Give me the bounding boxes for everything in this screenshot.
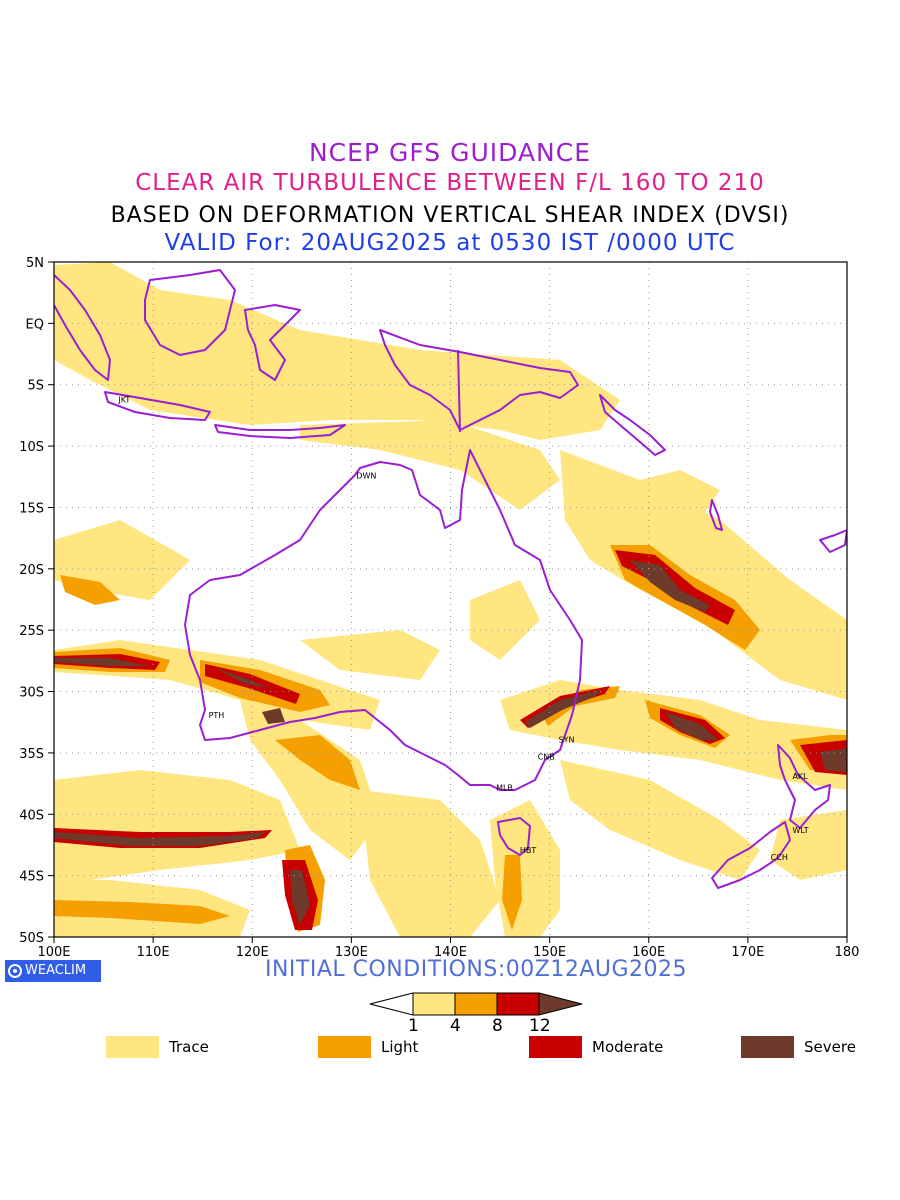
lat-label: EQ (26, 317, 44, 332)
colorbar-tick-12: 12 (529, 1016, 551, 1036)
lat-label: 50S (19, 931, 44, 946)
legend-light: Light (318, 1036, 418, 1058)
lat-label: 5N (26, 256, 44, 271)
lesser-sunda-coast (214, 424, 346, 439)
initial-conditions: INITIAL CONDITIONS:00Z12AUG2025 (264, 957, 688, 982)
city-label-pth: PTH (209, 711, 225, 720)
legend-severe: Severe (741, 1036, 856, 1058)
city-labels: JKT DWN PTH SYN CNB MLB HBT AKL WLT CCH (117, 395, 808, 862)
colorbar-tick-8: 8 (492, 1016, 503, 1036)
colorbar-trace-box (412, 992, 456, 1016)
lon-label: 150E (533, 945, 566, 960)
city-label-akl: AKL (792, 772, 808, 781)
copyright-icon (8, 964, 22, 978)
lon-label: 170E (731, 945, 764, 960)
lon-label: 140E (434, 945, 467, 960)
severe-areas (54, 560, 847, 925)
legend-trace: Trace (106, 1036, 209, 1058)
legend-severe-swatch (741, 1036, 794, 1058)
weaclim-logo: WEACLIM (5, 960, 101, 982)
city-label-syn: SYN (559, 735, 575, 744)
logo-text: WEACLIM (25, 963, 87, 978)
lon-label: 160E (632, 945, 665, 960)
new-zealand-north (777, 744, 831, 829)
vanuatu-coast (709, 499, 723, 531)
colorbar-light-box (454, 992, 498, 1016)
lat-label: 40S (19, 808, 44, 823)
legend-trace-swatch (106, 1036, 159, 1058)
lon-label: 110E (137, 945, 170, 960)
sulawesi-coast (244, 304, 301, 381)
tasmania-coast (497, 817, 531, 856)
lon-label: 100E (37, 945, 70, 960)
new-zealand-south (711, 821, 791, 889)
lat-label: 10S (19, 440, 44, 455)
legend-severe-label: Severe (804, 1038, 856, 1056)
lat-label: 35S (19, 747, 44, 762)
colorbar-tick-4: 4 (450, 1016, 461, 1036)
lat-label: 25S (19, 624, 44, 639)
colorbar-high-arrow (538, 992, 583, 1016)
lat-label: 20S (19, 563, 44, 578)
australia-coast (184, 449, 583, 791)
lon-label: 180 (835, 945, 860, 960)
lon-label: 120E (236, 945, 269, 960)
lat-label: 5S (27, 379, 44, 394)
fiji-coast (819, 529, 847, 553)
lat-label: 15S (19, 501, 44, 516)
legend-light-swatch (318, 1036, 371, 1058)
title-line-4: VALID For: 20AUG2025 at 0530 IST /0000 U… (164, 230, 736, 256)
city-label-wlt: WLT (792, 826, 808, 835)
city-label-cch: CCH (771, 853, 788, 862)
title-line-3: BASED ON DEFORMATION VERTICAL SHEAR INDE… (110, 203, 790, 228)
legend-moderate-swatch (529, 1036, 582, 1058)
legend-moderate: Moderate (529, 1036, 663, 1058)
sumatra-coast (54, 274, 111, 381)
legend-light-label: Light (381, 1038, 419, 1056)
legend-trace-label: Trace (169, 1038, 209, 1056)
turbulence-fields (54, 262, 847, 937)
colorbar (369, 992, 583, 1016)
longitude-labels: 100E 110E 120E 130E 140E 150E 160E 170E 180 (37, 937, 859, 960)
colorbar-tick-1: 1 (408, 1016, 419, 1036)
legend-moderate-label: Moderate (592, 1038, 664, 1056)
coastlines (54, 269, 847, 889)
borneo-coast (144, 269, 236, 356)
title-line-2: CLEAR AIR TURBULENCE BETWEEN F/L 160 TO … (135, 170, 765, 196)
colorbar-low-arrow (369, 992, 414, 1016)
new-guinea-coast (379, 329, 579, 431)
lat-label: 45S (19, 870, 44, 885)
title-line-1: NCEP GFS GUIDANCE (308, 138, 591, 167)
latitude-labels: 5N EQ 5S 10S 15S 20S 25S 30S 35S 40S 45S 50S (19, 256, 54, 946)
grid-lines (54, 262, 847, 937)
java-coast (104, 391, 211, 421)
trace-areas (54, 262, 847, 937)
lon-label: 130E (335, 945, 368, 960)
city-label-mlb: MLB (496, 783, 513, 792)
colorbar-moderate-box (496, 992, 540, 1016)
city-label-dwn: DWN (356, 472, 376, 481)
lat-label: 30S (19, 686, 44, 701)
solomon-coast (599, 394, 666, 456)
city-label-jkt: JKT (117, 395, 130, 404)
city-label-hbt: HBT (520, 846, 537, 855)
png-border (457, 349, 461, 433)
city-label-cnb: CNB (538, 753, 555, 762)
